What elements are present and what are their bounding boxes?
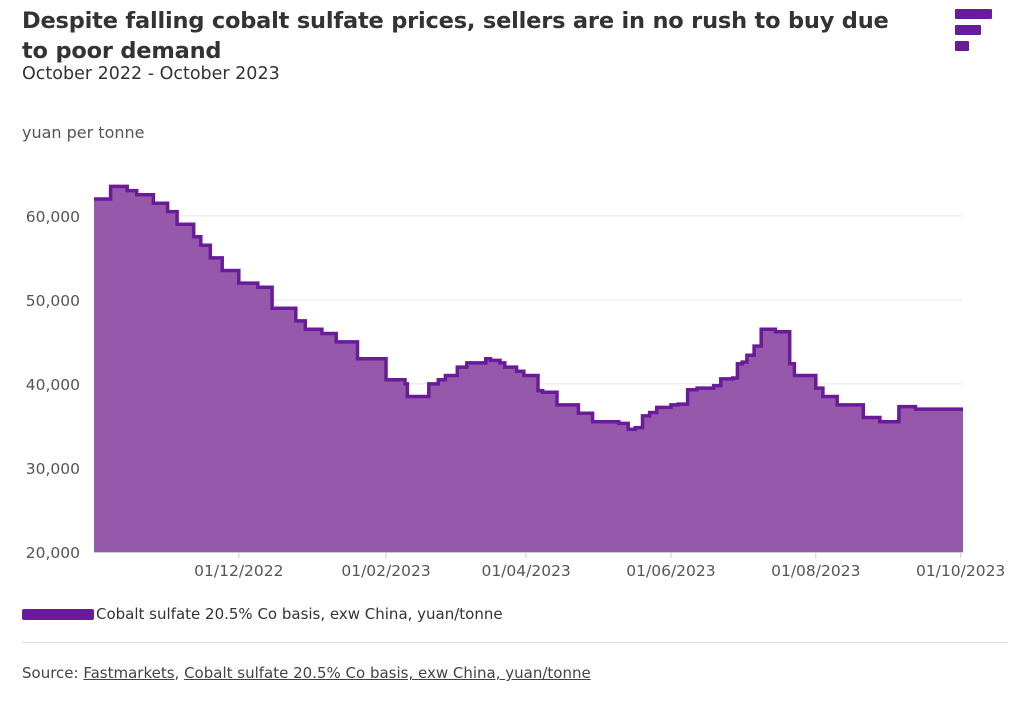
fastmarkets-logo-icon [955,9,995,53]
series-area [94,186,963,552]
y-tick-label: 60,000 [26,208,80,226]
source-note: Source: Fastmarkets, Cobalt sulfate 20.5… [22,664,591,682]
y-tick-label: 20,000 [26,544,80,562]
x-tick-label: 01/04/2023 [481,562,570,580]
logo-bar-top [955,9,992,19]
source-link-cobalt-sulfate[interactable]: Cobalt sulfate 20.5% Co basis, exw China… [184,664,591,682]
x-tick-label: 01/08/2023 [771,562,860,580]
series-line [94,184,963,432]
legend-swatch [22,608,94,620]
footer-divider [22,642,1007,643]
source-separator: , [174,664,185,682]
y-axis-ticks: 20,000 30,000 40,000 50,000 60,000 [26,208,80,562]
logo-bar-bottom [955,41,969,51]
x-tick-label: 01/06/2023 [626,562,715,580]
legend: Cobalt sulfate 20.5% Co basis, exw China… [22,604,503,624]
legend-label: Cobalt sulfate 20.5% Co basis, exw China… [96,605,503,623]
x-tick-label: 01/10/2023 [916,562,1005,580]
chart-subtitle: October 2022 - October 2023 [22,64,280,84]
x-axis-ticks: 01/12/2022 01/02/2023 01/04/2023 01/06/2023… [94,552,1005,580]
source-link-fastmarkets[interactable]: Fastmarkets [83,664,175,682]
x-tick-label: 01/12/2022 [194,562,283,580]
y-tick-label: 50,000 [26,292,80,310]
y-tick-label: 40,000 [26,376,80,394]
chart-title: Despite falling cobalt sulfate prices, s… [22,8,889,64]
y-axis-label: yuan per tonne [22,123,145,142]
x-tick-label: 01/02/2023 [341,562,430,580]
y-tick-label: 30,000 [26,460,80,478]
series-layer [94,184,963,552]
source-prefix: Source: [22,664,84,682]
price-area-chart: yuan per tonne 20,000 30,000 40,000 50,000 6… [22,123,1005,580]
logo-bar-middle [955,25,981,35]
